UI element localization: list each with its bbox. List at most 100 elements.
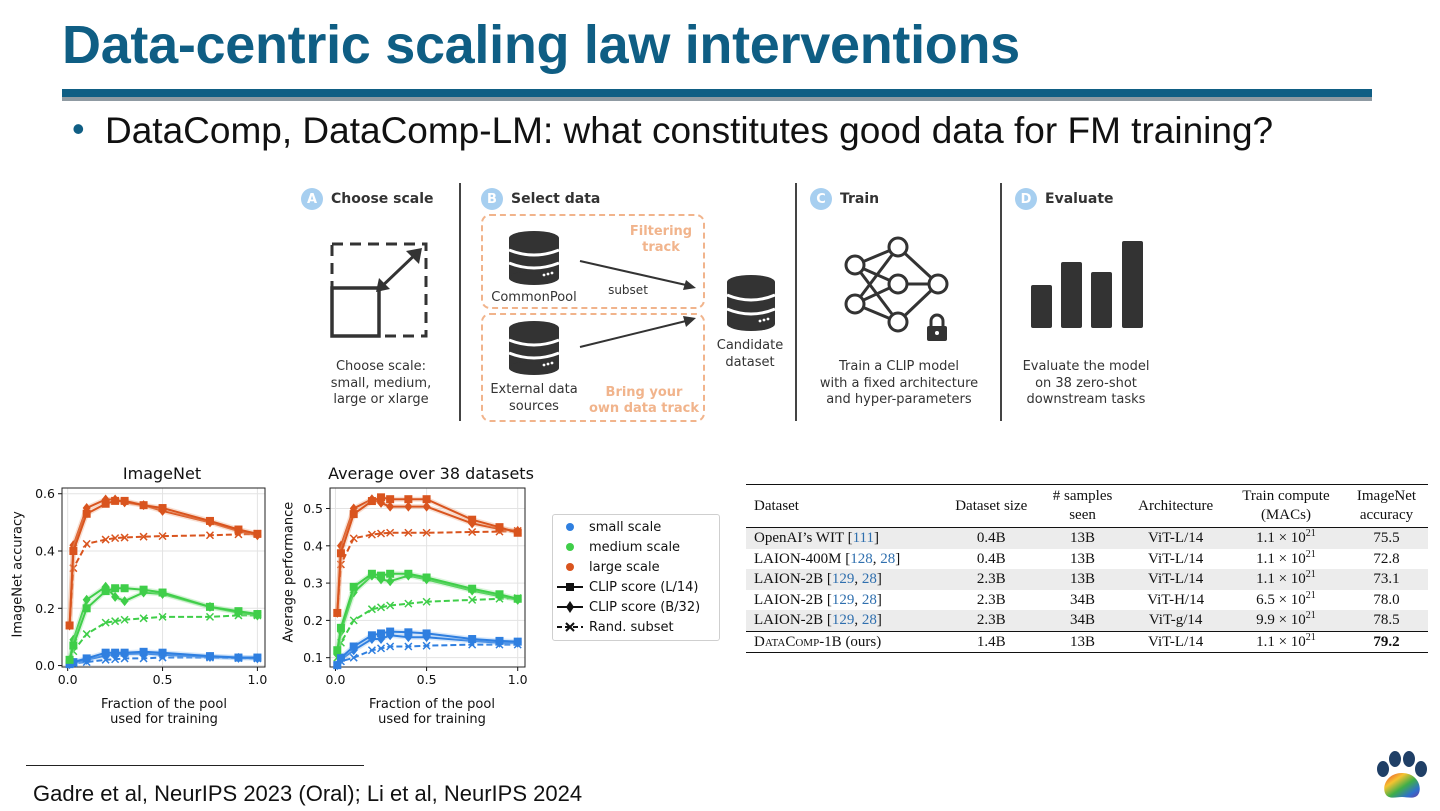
data-point: [139, 532, 148, 541]
data-point: [513, 528, 522, 537]
x-tick-label: 0.0: [326, 672, 346, 687]
series-line-medium-random: [336, 597, 518, 658]
data-point: [101, 535, 110, 544]
citation-link[interactable]: 129: [831, 591, 855, 608]
x-axis-label-line: used for training: [378, 712, 486, 727]
step-b-badge: B: [481, 188, 503, 210]
dataset-name-smallcaps: DataComp: [754, 633, 820, 650]
byod-track-label: Bring your own data track: [583, 385, 705, 417]
citation-link[interactable]: 28: [861, 612, 877, 628]
data-point: [513, 637, 522, 646]
citation-link[interactable]: 111: [852, 530, 874, 546]
cell-accuracy: 78.0: [1373, 591, 1400, 608]
header-line: Dataset size: [955, 497, 1028, 514]
citation-link[interactable]: 28: [880, 550, 896, 567]
bullet-marker: •: [72, 108, 85, 149]
data-point: [69, 547, 78, 556]
legend-item: large scale: [553, 557, 660, 577]
step-a-caption-line: large or xlarge: [333, 392, 429, 407]
data-point: [253, 610, 262, 619]
data-point: [111, 655, 120, 664]
legend-label: large scale: [589, 559, 660, 575]
legend-item: CLIP score (L/14): [553, 577, 699, 597]
external-sources-line: sources: [509, 398, 559, 414]
cell-arch: ViT-L/14: [1148, 550, 1204, 567]
y-tick-label: 0.4: [35, 544, 55, 559]
compute-exp: 21: [1305, 528, 1316, 539]
legend-diamond-line-icon: [557, 601, 583, 613]
data-point: [468, 527, 477, 537]
data-point: [386, 569, 395, 578]
dataset-name: LAION-2B: [754, 612, 824, 628]
compute-exp: 21: [1305, 569, 1316, 580]
data-point: [139, 614, 148, 623]
y-tick-label: 0.0: [35, 658, 55, 673]
legend-label: medium scale: [589, 539, 681, 555]
data-point: [205, 516, 214, 525]
step-c-label: Train: [840, 191, 880, 207]
cell-size: 0.4B: [976, 550, 1006, 567]
citation-link[interactable]: 128: [850, 550, 873, 567]
data-point: [120, 533, 129, 542]
data-point: [101, 648, 110, 657]
data-point: [333, 608, 342, 617]
cell-size: 1.4B: [976, 633, 1006, 650]
citation-link[interactable]: 129: [831, 571, 855, 587]
step-b-header: B Select data: [481, 188, 600, 210]
data-point: [158, 648, 167, 657]
cell-size: 0.4B: [941, 527, 1041, 549]
neural-network-icon: [844, 236, 949, 333]
compute-base: 1.1 × 10: [1256, 633, 1306, 650]
step-a-label: Choose scale: [331, 191, 434, 207]
compute-base: 6.5 × 10: [1256, 591, 1306, 608]
filtering-track-label: Filtering track: [616, 224, 706, 256]
data-point: [495, 636, 504, 645]
data-point: [404, 495, 413, 504]
database-icon: [508, 321, 560, 375]
cell-dataset: LAION-400M [128, 28]: [754, 550, 901, 567]
data-point: [205, 612, 215, 621]
table-header-row: Dataset Dataset size # samples seen Archi…: [746, 484, 1428, 528]
citation-link[interactable]: 28: [861, 591, 877, 608]
data-point: [367, 631, 376, 640]
x-tick-label: 0.0: [58, 672, 78, 687]
data-point: [468, 584, 477, 593]
database-icon: [508, 231, 560, 285]
step-a-badge: A: [301, 188, 323, 210]
data-point: [376, 603, 386, 612]
commonpool-label: CommonPool: [491, 290, 577, 305]
citation-link[interactable]: 129: [831, 612, 855, 628]
byod-track-box: [481, 313, 705, 422]
data-point: [111, 591, 120, 602]
compute-exp: 21: [1305, 610, 1316, 621]
step-c-header: C Train: [810, 188, 879, 210]
data-point: [234, 525, 243, 534]
table-row-ours: DataComp-1B (ours) 1.4B 13B ViT-L/14 1.1…: [746, 631, 1428, 653]
data-point: [422, 641, 431, 650]
cell-seen: 34B: [1070, 591, 1096, 608]
cell-dataset: LAION-2B [129, 28]: [746, 610, 942, 631]
data-point: [404, 569, 413, 578]
cell-seen: 13B: [1040, 569, 1125, 590]
data-point: [333, 661, 342, 670]
header-line: Architecture: [1138, 497, 1214, 514]
data-point: [82, 509, 91, 518]
table-row: LAION-2B [129, 28] 2.3B 34B ViT-g/14 9.9…: [746, 610, 1428, 631]
compute-base: 1.1 × 10: [1256, 530, 1306, 546]
data-point: [367, 497, 376, 506]
data-point: [404, 528, 413, 537]
data-point: [82, 654, 91, 663]
series-line-large-clip_l14: [68, 499, 258, 626]
filtering-track-line: Filtering: [629, 224, 693, 239]
cell-dataset: LAION-2B [129, 28]: [754, 591, 882, 608]
citation-link[interactable]: 28: [861, 571, 877, 587]
subset-label: subset: [608, 283, 648, 297]
data-point: [367, 605, 376, 614]
chart-title: ImageNet: [122, 464, 202, 483]
data-point: [158, 588, 167, 597]
y-tick-label: 0.2: [303, 613, 323, 628]
chart-legend: small scale medium scale large scale CLI…: [552, 514, 720, 641]
legend-dot-icon: [566, 523, 574, 531]
step-a-caption-line: Choose scale:: [335, 359, 426, 374]
step-c-caption-line: with a fixed architecture: [819, 375, 979, 391]
